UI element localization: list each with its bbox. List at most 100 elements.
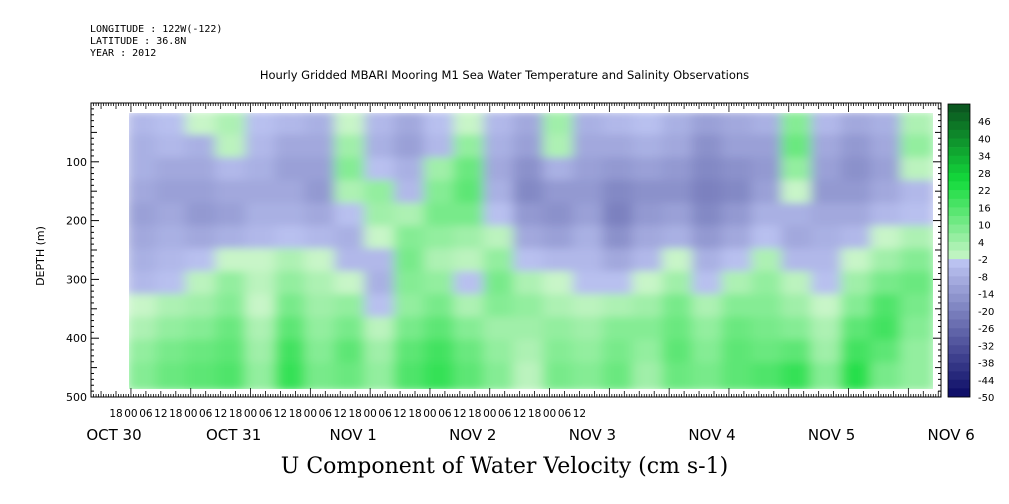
colorbar-segment: [948, 302, 970, 312]
x-hour-label: 12: [453, 408, 466, 420]
colorbar-segment: [948, 224, 970, 234]
colorbar-label: -14: [978, 290, 994, 301]
colorbar-segment: [948, 241, 970, 251]
x-date-label: NOV 3: [569, 426, 616, 444]
x-date-label: NOV 6: [928, 426, 975, 444]
colorbar-segment: [948, 328, 970, 337]
x-hour-label: 12: [214, 408, 227, 420]
colorbar-label: 10: [978, 221, 991, 232]
heatmap-cell: [900, 362, 933, 389]
colorbar-segment: [948, 198, 970, 208]
y-axis: 100 200 300 400 500: [66, 102, 941, 404]
colorbar-segment: [948, 267, 970, 277]
chart-title: Hourly Gridded MBARI Mooring M1 Sea Wate…: [259, 68, 750, 82]
colorbar-segment: [948, 172, 970, 182]
colorbar-segment: [948, 276, 970, 286]
x-date-label: NOV 4: [688, 426, 735, 444]
x-hour-label: 00: [423, 408, 436, 420]
x-hour-label: 00: [363, 408, 376, 420]
colorbar-label: -8: [978, 272, 988, 283]
x-hour-label: 12: [154, 408, 167, 420]
latitude-label: LATITUDE : 36.8N: [90, 36, 187, 47]
colorbar-label: -20: [978, 307, 994, 318]
colorbar-segment: [948, 336, 970, 346]
x-hour-label: 18: [468, 408, 481, 420]
colorbar-segment: [948, 233, 970, 243]
colorbar-segment: [948, 216, 970, 225]
x-hour-label: 12: [334, 408, 347, 420]
y-tick-label: 100: [66, 156, 87, 169]
x-hour-label: 18: [349, 408, 362, 420]
colorbar-label: -2: [978, 255, 988, 266]
colorbar-label: 4: [978, 238, 984, 249]
x-hour-label: 00: [483, 408, 496, 420]
x-date-label: NOV 5: [808, 426, 855, 444]
colorbar-segment: [948, 371, 970, 381]
colorbar: 46 40 34 28 22 16 10 4 -2 -8 -14 -20 -26 -32 -38 -44 -50: [947, 103, 994, 404]
x-hour-label: 18: [289, 408, 302, 420]
x-hour-label: 18: [229, 408, 242, 420]
x-hour-label: 12: [393, 408, 406, 420]
heatmap-field: [129, 113, 933, 389]
colorbar-segment: [948, 155, 970, 165]
y-tick-label: 300: [66, 273, 87, 286]
x-hour-label: 00: [244, 408, 257, 420]
year-label: YEAR : 2012: [90, 48, 157, 59]
x-hour-label: 12: [513, 408, 526, 420]
colorbar-segment: [948, 293, 970, 303]
colorbar-border: [947, 103, 971, 398]
colorbar-segment: [948, 284, 970, 294]
colorbar-segment: [948, 379, 970, 389]
x-hour-label: 18: [528, 408, 541, 420]
colorbar-segment: [948, 181, 970, 191]
x-date-label: NOV 1: [330, 426, 377, 444]
colorbar-segment: [948, 353, 970, 363]
colorbar-segment: [948, 112, 970, 122]
colorbar-label: -32: [978, 341, 994, 352]
colorbar-segment: [948, 250, 970, 260]
colorbar-segment: [948, 190, 970, 200]
y-axis-label: DEPTH (m): [34, 226, 47, 286]
y-tick-label: 500: [66, 391, 87, 404]
colorbar-segment: [948, 138, 970, 148]
colorbar-label: 34: [978, 152, 991, 163]
colorbar-label: -50: [978, 393, 994, 404]
colorbar-segment: [948, 388, 970, 398]
x-hour-label: 06: [438, 408, 452, 420]
x-hour-label: 06: [319, 408, 333, 420]
x-hour-label: 18: [109, 408, 122, 420]
colorbar-segment: [948, 147, 970, 157]
x-hour-label: 18: [169, 408, 182, 420]
colorbar-label: 28: [978, 169, 991, 180]
colorbar-segment: [948, 121, 970, 131]
x-hour-label: 12: [573, 408, 586, 420]
colorbar-label: 46: [978, 117, 991, 128]
colorbar-label: 40: [978, 134, 991, 145]
x-hour-label: 12: [274, 408, 287, 420]
y-tick-label: 400: [66, 332, 87, 345]
x-hour-label: 00: [124, 408, 137, 420]
heatmap-cells: [129, 113, 933, 389]
colorbar-segment: [948, 104, 970, 113]
colorbar-label: 16: [978, 203, 991, 214]
colorbar-segment: [948, 319, 970, 329]
x-axis: 18 00 06 12 18 00 06 12 18 00 06 12 18 00 06 12 18 00 06 12…: [86, 103, 975, 444]
colorbar-segment: [948, 362, 970, 372]
colorbar-segment: [948, 207, 970, 217]
longitude-label: LONGITUDE : 122W(-122): [90, 24, 223, 35]
colorbar-label: 22: [978, 186, 991, 197]
x-axis-label: U Component of Water Velocity (cm s-1): [280, 454, 729, 479]
x-hour-label: 00: [304, 408, 317, 420]
x-hour-label: 06: [139, 408, 153, 420]
colorbar-label: -26: [978, 324, 994, 335]
metadata-block: LONGITUDE : 122W(-122) LATITUDE : 36.8N …: [90, 24, 222, 60]
colorbar-segment: [948, 259, 970, 269]
x-hour-label: 06: [199, 408, 213, 420]
x-hour-label: 06: [498, 408, 512, 420]
colorbar-segment: [948, 310, 970, 320]
x-date-label: OCT 30: [86, 426, 141, 444]
colorbar-label: -44: [978, 376, 994, 387]
x-hour-label: 06: [259, 408, 273, 420]
x-hour-label: 06: [558, 408, 572, 420]
x-hour-label: 06: [378, 408, 392, 420]
